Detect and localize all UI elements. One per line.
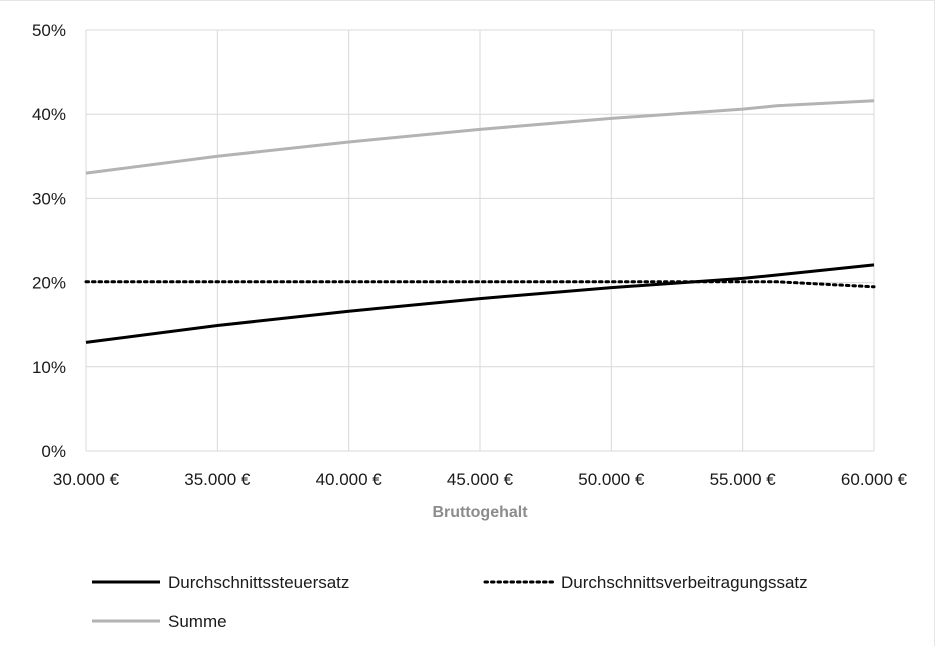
y-tick-label: 50%: [32, 21, 66, 40]
grid: [85, 29, 875, 452]
x-axis-ticks: 30.000 € 35.000 € 40.000 € 45.000 € 50.000 €…: [53, 470, 908, 489]
x-tick-label: 35.000 €: [184, 470, 251, 489]
series-line-2: [84, 280, 876, 289]
y-tick-label: 20%: [32, 274, 66, 293]
y-tick-label: 0%: [41, 442, 66, 461]
series-line-1: [85, 263, 875, 344]
legend: Durchschnittssteuersatz Durchschnittsverb…: [92, 573, 808, 631]
series-line-3: [85, 99, 875, 175]
x-tick-label: 45.000 €: [447, 470, 514, 489]
x-tick-label: 60.000 €: [841, 470, 908, 489]
legend-label: Durchschnittssteuersatz: [168, 573, 349, 592]
legend-label: Summe: [168, 612, 227, 631]
x-tick-label: 40.000 €: [316, 470, 383, 489]
x-axis-title: Bruttogehalt: [432, 504, 528, 521]
y-tick-label: 30%: [32, 189, 66, 208]
legend-label: Durchschnittsverbeitragungssatz: [561, 573, 808, 592]
series-lines: [84, 99, 876, 344]
x-tick-label: 30.000 €: [53, 470, 120, 489]
x-tick-label: 55.000 €: [710, 470, 777, 489]
y-tick-label: 40%: [32, 105, 66, 124]
y-axis-ticks: 0% 10% 20% 30% 40% 50%: [32, 21, 66, 461]
x-tick-label: 50.000 €: [578, 470, 645, 489]
y-tick-label: 10%: [32, 358, 66, 377]
